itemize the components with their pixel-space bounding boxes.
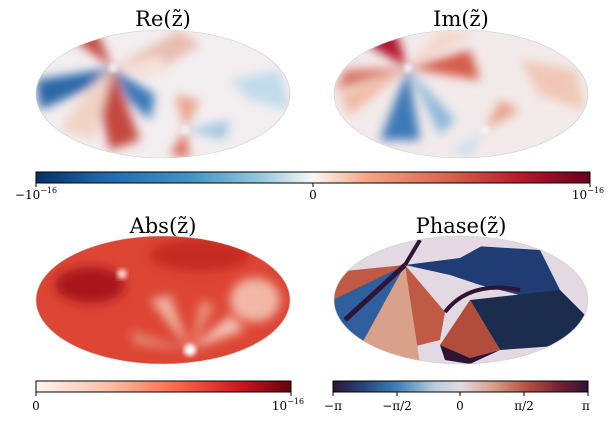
im-map-title: Im(z̃): [433, 7, 489, 31]
re-im-label-max: 10−16: [572, 186, 604, 202]
abs-map: [36, 236, 290, 364]
abs-map-title: Abs(z̃): [129, 214, 197, 238]
phase-label-4: π/2: [514, 399, 534, 413]
re-im-label-zero: 0: [309, 188, 317, 202]
re-im-colorbar: [35, 171, 591, 184]
phase-map-title: Phase(z̃): [416, 214, 507, 238]
re-im-label-min: −10−16: [15, 186, 57, 202]
phase-map-outline: [333, 235, 589, 365]
abs-colorbar: [35, 380, 292, 393]
phase-label-5: π: [582, 399, 590, 413]
phase-label-3: 0: [456, 399, 464, 413]
im-map-outline: [333, 29, 589, 159]
re-map-outline: [35, 29, 291, 159]
abs-label-max: 10−16: [272, 397, 304, 413]
phase-label-2: −π/2: [382, 399, 412, 413]
re-map: [36, 30, 290, 158]
phase-label-1: −π: [324, 399, 342, 413]
abs-label-min: 0: [32, 399, 40, 413]
phase-colorbar: [332, 380, 589, 393]
re-map-title: Re(z̃): [135, 7, 191, 31]
abs-map-outline: [35, 235, 291, 365]
im-map: [334, 30, 588, 158]
phase-map: [334, 236, 588, 364]
